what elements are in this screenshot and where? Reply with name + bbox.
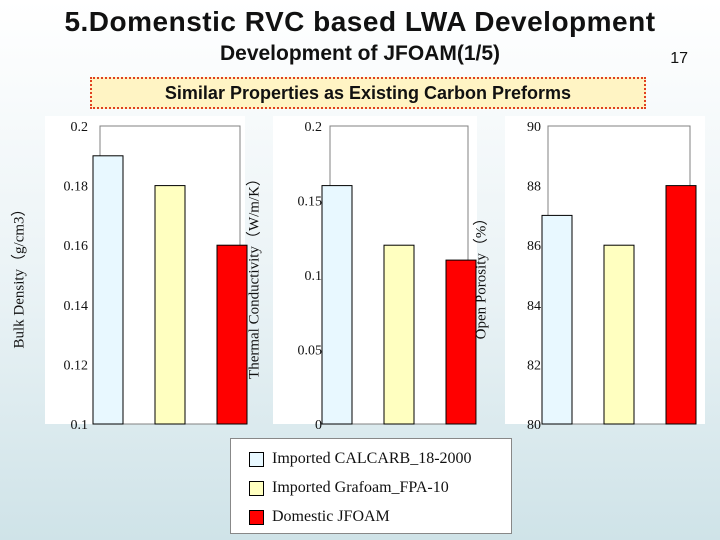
chart-2-bar-0 bbox=[541, 214, 573, 425]
legend-label-calcarb: Imported CALCARB_18-2000 bbox=[272, 450, 472, 467]
chart-1-bar-2 bbox=[445, 259, 477, 425]
legend-swatch-jfoam bbox=[249, 509, 264, 525]
chart-0-bar-1 bbox=[154, 185, 186, 425]
legend-swatch-grafoam bbox=[249, 480, 264, 496]
banner: Similar Properties as Existing Carbon Pr… bbox=[90, 77, 646, 109]
legend-item-calcarb: Imported CALCARB_18-2000 bbox=[249, 449, 472, 469]
charts-canvas: 0.2 0.18 0.16 0.14 0.12 0.1 Bulk Density（g/cm3… bbox=[10, 116, 697, 433]
legend-label-jfoam: Domestic JFOAM bbox=[272, 508, 390, 525]
chart-0-bar-0 bbox=[92, 155, 124, 425]
slide-title: 5.Domenstic RVC based LWA Development bbox=[64, 6, 656, 37]
chart-2-tick-label: 80 bbox=[527, 418, 541, 433]
chart-2-tick-label: 88 bbox=[527, 180, 541, 195]
chart-2-bar-1 bbox=[603, 244, 635, 425]
chart-1-bar-0 bbox=[321, 185, 353, 425]
legend-swatch-calcarb bbox=[249, 451, 264, 467]
chart-2-bar-2 bbox=[665, 185, 697, 425]
chart-0-tick-label: 0.2 bbox=[71, 120, 89, 135]
chart-0-tick-label: 0.14 bbox=[64, 299, 89, 314]
chart-2-tick-label: 82 bbox=[527, 358, 541, 373]
chart-1-tick-label: 0 bbox=[315, 418, 322, 433]
chart-0-bar-2 bbox=[216, 244, 248, 425]
chart-1-tick-label: 0.15 bbox=[298, 195, 323, 210]
chart-1-background bbox=[273, 116, 477, 424]
chart-2-ylabel: Open Porosity（%） bbox=[472, 211, 489, 340]
legend-item-grafoam: Imported Grafoam_FPA-10 bbox=[249, 478, 449, 498]
chart-1-bar-1 bbox=[383, 244, 415, 425]
chart-2-tick-label: 90 bbox=[527, 120, 541, 135]
chart-1-tick-label: 0.1 bbox=[305, 269, 323, 284]
chart-1-ylabel: Thermal Conductivity（W/m/K） bbox=[245, 171, 262, 379]
chart-0-tick-label: 0.12 bbox=[64, 358, 89, 373]
chart-1-tick-label: 0.2 bbox=[305, 120, 323, 135]
legend: Imported CALCARB_18-2000 Imported Grafoa… bbox=[230, 438, 512, 534]
chart-0-tick-label: 0.16 bbox=[64, 239, 89, 254]
legend-label-grafoam: Imported Grafoam_FPA-10 bbox=[272, 479, 449, 496]
chart-0-background bbox=[45, 116, 245, 424]
chart-1-tick-label: 0.05 bbox=[298, 344, 323, 359]
chart-0-tick-label: 0.1 bbox=[71, 418, 89, 433]
slide-subtitle: Development of JFOAM(1/5) bbox=[219, 42, 501, 65]
chart-2-tick-label: 86 bbox=[527, 239, 541, 254]
chart-0-ylabel: Bulk Density（g/cm3） bbox=[10, 201, 27, 348]
chart-2-tick-label: 84 bbox=[527, 299, 541, 314]
page-number: 17 bbox=[670, 50, 688, 67]
chart-0-tick-label: 0.18 bbox=[64, 180, 89, 195]
legend-item-jfoam: Domestic JFOAM bbox=[249, 507, 390, 527]
